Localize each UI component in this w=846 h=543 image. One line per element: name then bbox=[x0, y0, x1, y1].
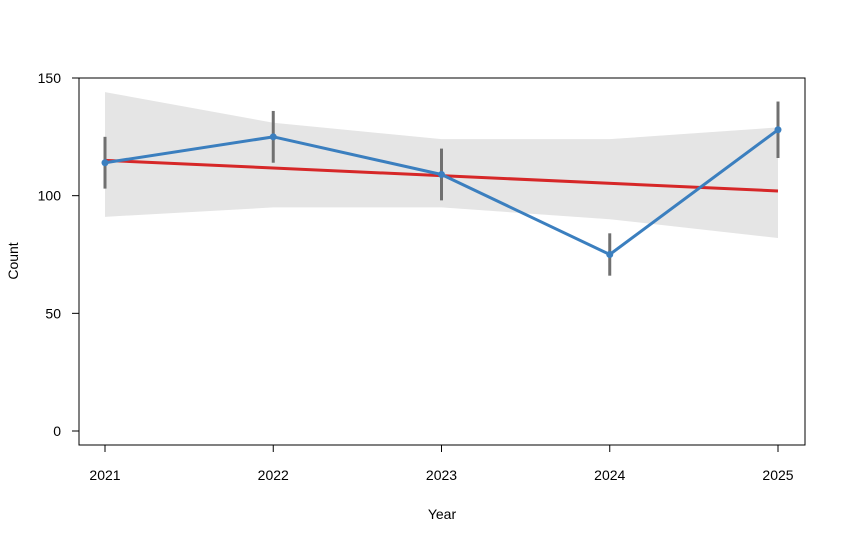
y-tick-label-100: 100 bbox=[38, 188, 62, 204]
x-tick-label-2024: 2024 bbox=[594, 467, 625, 483]
data-point-2021 bbox=[101, 159, 109, 167]
x-tick-label-2023: 2023 bbox=[426, 467, 457, 483]
y-axis: 0 50 100 150 bbox=[38, 70, 79, 439]
data-point-2024 bbox=[606, 251, 614, 258]
y-tick-label-150: 150 bbox=[38, 70, 62, 86]
x-axis: 2021 2022 2023 2024 2025 bbox=[89, 445, 794, 483]
data-point-2022 bbox=[269, 133, 277, 141]
y-tick-label-0: 0 bbox=[53, 423, 61, 439]
y-tick-label-50: 50 bbox=[45, 305, 61, 321]
data-point-2023 bbox=[438, 170, 445, 178]
x-tick-label-2022: 2022 bbox=[258, 467, 289, 483]
data-point-2025 bbox=[774, 126, 782, 134]
point-layer bbox=[101, 126, 782, 258]
x-axis-title: Year bbox=[428, 506, 457, 522]
x-tick-label-2021: 2021 bbox=[89, 467, 120, 483]
y-axis-title: Count bbox=[5, 242, 21, 279]
x-tick-label-2025: 2025 bbox=[762, 467, 793, 483]
